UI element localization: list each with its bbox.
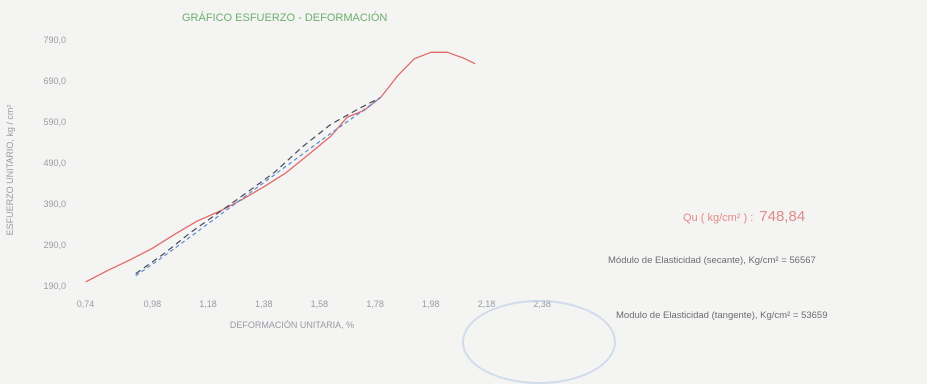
y-tick-label: 290,0 <box>43 240 66 250</box>
qu-value: 748,84 <box>759 208 806 225</box>
stamp-seal <box>462 300 616 384</box>
chart-title: GRÁFICO ESFUERZO - DEFORMACIÓN <box>182 11 387 24</box>
y-tick-label: 490,0 <box>43 158 66 168</box>
y-axis-label: ESFUERZO UNITARIO, kg / cm² <box>5 105 15 236</box>
y-tick-label: 390,0 <box>43 199 66 209</box>
series-line-3 <box>135 96 382 277</box>
x-tick-label: 1,58 <box>311 299 329 309</box>
x-tick-label: 0,98 <box>144 299 162 309</box>
series-line-2 <box>135 96 381 275</box>
x-tick-labels: 0,74 0,98 1,18 1,38 1,58 1,78 1,98 2,18 2,38 <box>77 299 551 309</box>
modulus-tangent-text: Modulo de Elasticidad (tangente), Kg/cm²… <box>616 310 828 321</box>
y-tick-label: 590,0 <box>43 117 66 127</box>
qu-label: Qu ( kg/cm² ) : <box>683 212 754 224</box>
series-lines <box>85 51 476 283</box>
x-tick-label: 1,38 <box>255 299 273 309</box>
y-tick-label: 190,0 <box>43 281 66 291</box>
y-tick-label: 690,0 <box>43 76 66 86</box>
y-tick-label: 790,0 <box>43 35 66 45</box>
x-tick-label: 1,98 <box>422 299 440 309</box>
x-tick-label: 2,18 <box>478 299 496 309</box>
x-axis-label: DEFORMACIÓN UNITARIA, % <box>230 320 354 330</box>
x-tick-label: 1,18 <box>199 299 217 309</box>
modulus-secant-text: Módulo de Elasticidad (secante), Kg/cm² … <box>608 255 816 266</box>
qu-annotation: Qu ( kg/cm² ) : 748,84 <box>683 208 805 225</box>
x-tick-label: 0,74 <box>77 299 95 309</box>
x-tick-label: 1,78 <box>366 299 384 309</box>
series-line-1 <box>85 51 476 283</box>
y-tick-labels: 190,0 290,0 390,0 490,0 590,0 690,0 790,0 <box>43 35 66 291</box>
stress-strain-chart: GRÁFICO ESFUERZO - DEFORMACIÓN 190,0 290,… <box>5 11 551 330</box>
